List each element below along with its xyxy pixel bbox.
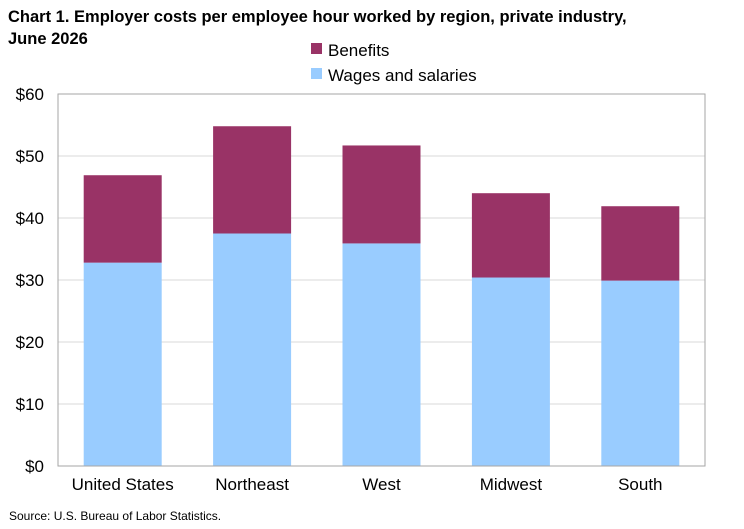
bar-wages-united-states xyxy=(83,262,162,466)
chart-title-line-2: June 2026 xyxy=(8,30,88,48)
y-tick-label: $10 xyxy=(16,395,44,414)
legend-label-benefits: Benefits xyxy=(328,41,389,60)
y-tick-label: $20 xyxy=(16,333,44,352)
bar-wages-midwest xyxy=(471,277,550,466)
y-axis-tick-labels: $0 $10 $20 $30 $40 $50 $60 xyxy=(16,85,44,476)
bar-benefits-south xyxy=(601,206,680,281)
y-tick-label: $0 xyxy=(25,457,44,476)
source-note: Source: U.S. Bureau of Labor Statistics. xyxy=(9,509,221,523)
bar-wages-west xyxy=(342,243,421,466)
bar-wages-south xyxy=(601,280,680,466)
y-tick-label: $60 xyxy=(16,85,44,104)
legend: Benefits Wages and salaries xyxy=(311,41,477,85)
x-tick-label: South xyxy=(618,475,662,494)
y-tick-label: $30 xyxy=(16,271,44,290)
legend-swatch-benefits xyxy=(311,43,322,54)
bars xyxy=(83,126,680,466)
chart-title-line-1: Chart 1. Employer costs per employee hou… xyxy=(8,8,627,26)
x-tick-label: United States xyxy=(72,475,174,494)
y-tick-label: $50 xyxy=(16,147,44,166)
x-tick-label: Midwest xyxy=(480,475,543,494)
x-tick-label: Northeast xyxy=(215,475,289,494)
bar-benefits-united-states xyxy=(83,175,162,263)
y-tick-label: $40 xyxy=(16,209,44,228)
plot-area-frame xyxy=(57,93,706,467)
x-axis-tick-labels: United States Northeast West Midwest South xyxy=(72,475,663,494)
legend-swatch-wages xyxy=(311,68,322,79)
legend-label-wages: Wages and salaries xyxy=(328,66,477,85)
bar-wages-northeast xyxy=(213,233,292,466)
x-tick-label: West xyxy=(362,475,401,494)
bar-benefits-northeast xyxy=(213,126,292,234)
bar-benefits-west xyxy=(342,145,421,244)
bar-benefits-midwest xyxy=(471,193,550,278)
